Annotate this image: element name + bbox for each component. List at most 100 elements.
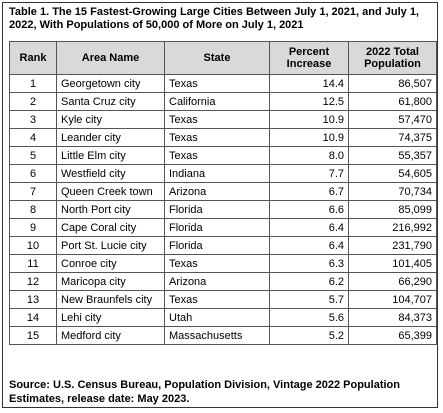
cell-population: 65,399: [348, 326, 437, 345]
cell-area-name: Westfield city: [56, 164, 165, 183]
cell-population: 86,507: [348, 74, 437, 93]
header-area-name: Area Name: [56, 41, 165, 75]
cell-population: 85,099: [348, 200, 437, 219]
table-row: 14 Lehi city Utah 5.6 84,373: [9, 308, 437, 327]
cell-state: Texas: [164, 146, 270, 165]
cell-state: California: [164, 92, 270, 111]
cell-area-name: Maricopa city: [56, 272, 165, 291]
table-row: 9 Cape Coral city Florida 6.4 216,992: [9, 218, 437, 237]
cities-table: Rank Area Name State Percent Increase 20…: [9, 41, 437, 345]
header-state: State: [164, 41, 270, 75]
table-row: 7 Queen Creek town Arizona 6.7 70,734: [9, 182, 437, 201]
cell-population: 61,800: [348, 92, 437, 111]
cell-percent-increase: 5.6: [269, 308, 349, 327]
cell-rank: 15: [9, 326, 57, 345]
cell-area-name: Medford city: [56, 326, 165, 345]
cell-population: 84,373: [348, 308, 437, 327]
cell-population: 54,605: [348, 164, 437, 183]
cell-percent-increase: 6.2: [269, 272, 349, 291]
cell-percent-increase: 6.3: [269, 254, 349, 273]
header-population: 2022 Total Population: [348, 41, 437, 75]
cell-state: Texas: [164, 74, 270, 93]
table-row: 12 Maricopa city Arizona 6.2 66,290: [9, 272, 437, 291]
cell-state: Arizona: [164, 182, 270, 201]
header-rank: Rank: [9, 41, 57, 75]
cell-state: Texas: [164, 128, 270, 147]
cell-state: Massachusetts: [164, 326, 270, 345]
cell-state: Florida: [164, 236, 270, 255]
cell-percent-increase: 5.7: [269, 290, 349, 309]
cell-percent-increase: 6.4: [269, 218, 349, 237]
cell-rank: 3: [9, 110, 57, 129]
cell-area-name: Cape Coral city: [56, 218, 165, 237]
table-row: 4 Leander city Texas 10.9 74,375: [9, 128, 437, 147]
cell-area-name: Georgetown city: [56, 74, 165, 93]
cell-state: Florida: [164, 200, 270, 219]
cell-area-name: Conroe city: [56, 254, 165, 273]
cell-percent-increase: 6.7: [269, 182, 349, 201]
cell-area-name: Little Elm city: [56, 146, 165, 165]
cell-percent-increase: 7.7: [269, 164, 349, 183]
table-row: 15 Medford city Massachusetts 5.2 65,399: [9, 326, 437, 345]
cell-rank: 1: [9, 74, 57, 93]
table-row: 10 Port St. Lucie city Florida 6.4 231,790: [9, 236, 437, 255]
table-row: 5 Little Elm city Texas 8.0 55,357: [9, 146, 437, 165]
cell-population: 231,790: [348, 236, 437, 255]
cell-population: 55,357: [348, 146, 437, 165]
cell-percent-increase: 10.9: [269, 110, 349, 129]
cell-area-name: New Braunfels city: [56, 290, 165, 309]
cell-state: Texas: [164, 254, 270, 273]
cell-population: 104,707: [348, 290, 437, 309]
header-row: Rank Area Name State Percent Increase 20…: [9, 41, 437, 75]
cell-state: Florida: [164, 218, 270, 237]
header-percent-increase: Percent Increase: [269, 41, 349, 75]
table-row: 13 New Braunfels city Texas 5.7 104,707: [9, 290, 437, 309]
cell-area-name: North Port city: [56, 200, 165, 219]
cell-population: 57,470: [348, 110, 437, 129]
cell-population: 74,375: [348, 128, 437, 147]
cell-rank: 6: [9, 164, 57, 183]
table-row: 6 Westfield city Indiana 7.7 54,605: [9, 164, 437, 183]
table-row: 8 North Port city Florida 6.6 85,099: [9, 200, 437, 219]
cell-rank: 2: [9, 92, 57, 111]
cell-percent-increase: 10.9: [269, 128, 349, 147]
cell-rank: 4: [9, 128, 57, 147]
cell-area-name: Lehi city: [56, 308, 165, 327]
cell-rank: 12: [9, 272, 57, 291]
cell-area-name: Queen Creek town: [56, 182, 165, 201]
table-row: 11 Conroe city Texas 6.3 101,405: [9, 254, 437, 273]
table-body: 1 Georgetown city Texas 14.4 86,507 2 Santa Cr…: [9, 74, 437, 345]
cell-population: 101,405: [348, 254, 437, 273]
cell-percent-increase: 6.6: [269, 200, 349, 219]
cell-state: Texas: [164, 290, 270, 309]
cell-rank: 13: [9, 290, 57, 309]
table-frame: Table 1. The 15 Fastest-Growing Large Ci…: [2, 2, 438, 408]
cell-state: Texas: [164, 110, 270, 129]
cell-area-name: Santa Cruz city: [56, 92, 165, 111]
cell-percent-increase: 12.5: [269, 92, 349, 111]
table-row: 1 Georgetown city Texas 14.4 86,507: [9, 74, 437, 93]
cell-rank: 11: [9, 254, 57, 273]
cell-percent-increase: 8.0: [269, 146, 349, 165]
cell-rank: 10: [9, 236, 57, 255]
cell-rank: 14: [9, 308, 57, 327]
table-row: 2 Santa Cruz city California 12.5 61,800: [9, 92, 437, 111]
cell-population: 216,992: [348, 218, 437, 237]
cell-percent-increase: 5.2: [269, 326, 349, 345]
source-note: Source: U.S. Census Bureau, Population D…: [9, 379, 400, 405]
cell-percent-increase: 14.4: [269, 74, 349, 93]
cell-population: 66,290: [348, 272, 437, 291]
cell-state: Indiana: [164, 164, 270, 183]
cell-rank: 9: [9, 218, 57, 237]
cell-area-name: Kyle city: [56, 110, 165, 129]
table-title: Table 1. The 15 Fastest-Growing Large Ci…: [9, 6, 419, 31]
cell-rank: 8: [9, 200, 57, 219]
cell-percent-increase: 6.4: [269, 236, 349, 255]
table-row: 3 Kyle city Texas 10.9 57,470: [9, 110, 437, 129]
cell-state: Arizona: [164, 272, 270, 291]
cell-state: Utah: [164, 308, 270, 327]
cell-area-name: Leander city: [56, 128, 165, 147]
cell-population: 70,734: [348, 182, 437, 201]
cell-rank: 7: [9, 182, 57, 201]
cell-rank: 5: [9, 146, 57, 165]
